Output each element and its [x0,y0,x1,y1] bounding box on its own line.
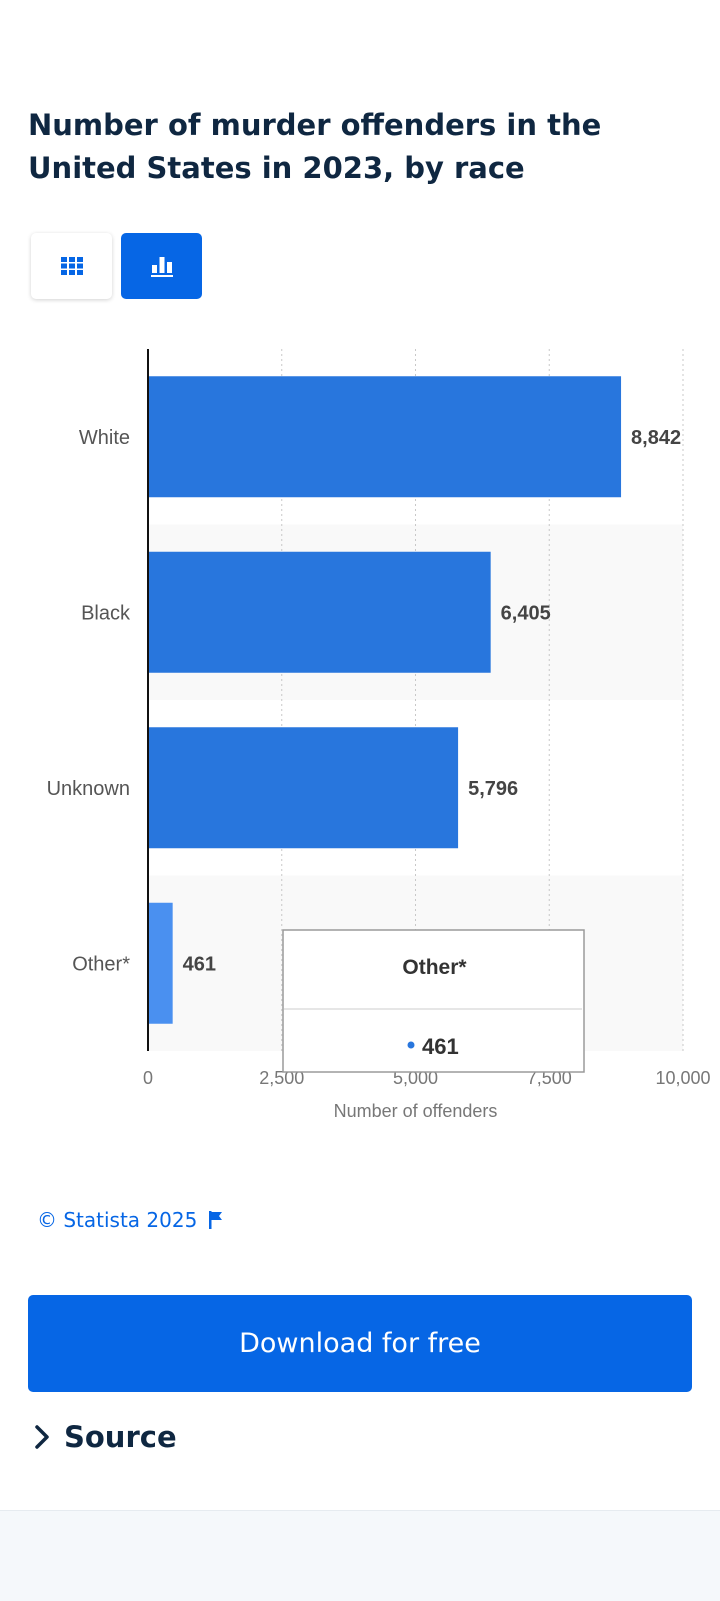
category-label: White [79,427,130,449]
chart-title: Number of murder offenders in the United… [28,108,602,185]
bar-chart: White 8,842 Black 6,405 Unknown 5,796 Other* 46… [47,349,711,1121]
copyright[interactable]: © Statista 2025 [37,1208,223,1232]
download-button[interactable]: Download for free [28,1295,692,1392]
footer-band [0,1510,720,1601]
chart-view-button[interactable] [121,233,202,299]
tooltip-box [282,929,585,1073]
bar [148,727,459,849]
value-label: 5,796 [468,778,518,800]
copyright-text: © Statista 2025 [37,1208,198,1232]
x-axis-title: Number of offenders [334,1101,498,1121]
x-tick-label: 0 [143,1068,153,1088]
bar [148,551,491,673]
category-label: Black [81,602,131,624]
tooltip-title: Other* [402,956,467,979]
category-label: Other* [72,953,130,975]
value-label: 6,405 [501,602,551,624]
table-view-button[interactable] [31,233,112,299]
grid-icon [60,257,83,275]
source-label: Source [64,1420,177,1454]
download-button-label: Download for free [239,1328,481,1359]
bar [148,902,173,1024]
category-label: Unknown [47,778,130,800]
x-tick-label: 7,500 [527,1068,572,1088]
bar [148,376,622,498]
value-label: 461 [183,953,216,975]
x-tick-label: 5,000 [393,1068,438,1088]
x-tick-label: 2,500 [259,1068,304,1088]
x-tick-label: 10,000 [655,1068,710,1088]
tooltip-value: 461 [422,1034,459,1059]
flag-icon[interactable] [209,1211,223,1229]
bar-chart-icon [150,257,173,277]
value-label: 8,842 [631,427,681,449]
tooltip-marker [407,1041,415,1049]
source-toggle[interactable]: Source [34,1420,177,1454]
chevron-right-icon [35,1425,49,1449]
